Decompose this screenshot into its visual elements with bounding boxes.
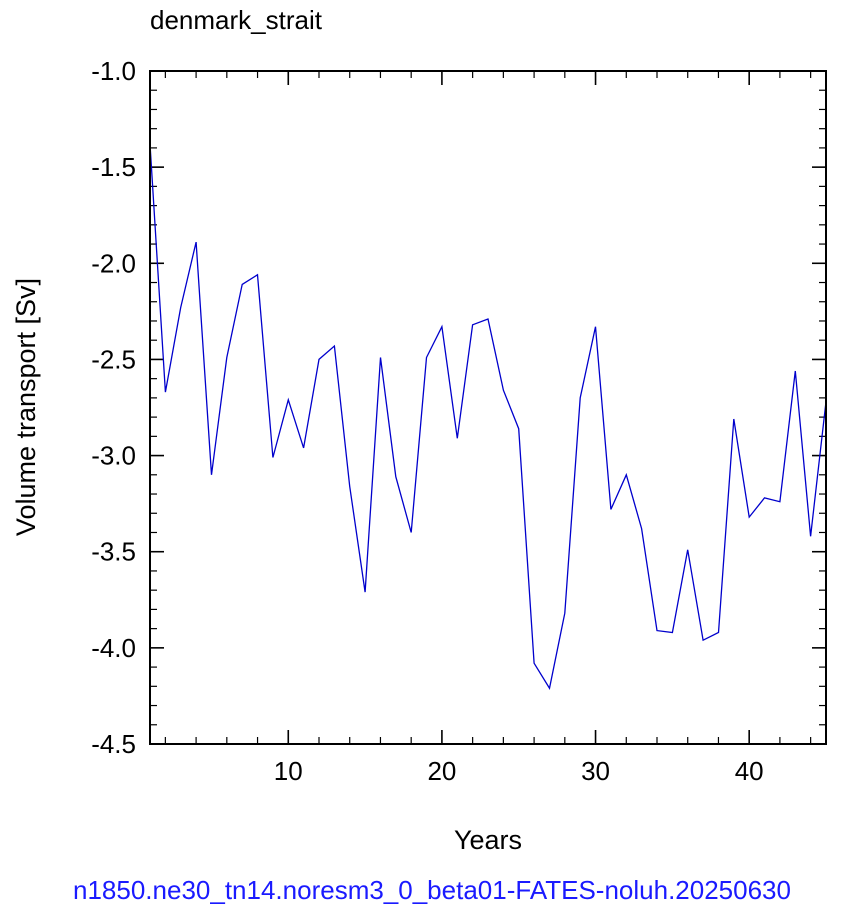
minor-ticks — [150, 71, 826, 744]
chart-title: denmark_strait — [150, 5, 323, 35]
y-tick-label: -2.0 — [91, 248, 136, 278]
footer-case-name: n1850.ne30_tn14.noresm3_0_beta01-FATES-n… — [73, 875, 791, 905]
x-axis-label: Years — [454, 825, 522, 855]
y-axis-label: Volume transport [Sv] — [11, 278, 41, 536]
y-tick-label: -4.5 — [91, 729, 136, 759]
x-tick-labels: 10 20 30 40 — [274, 756, 764, 786]
y-tick-label: -3.5 — [91, 537, 136, 567]
y-tick-label: -1.5 — [91, 152, 136, 182]
x-tick-label: 40 — [735, 756, 764, 786]
y-tick-label: -2.5 — [91, 344, 136, 374]
x-tick-label: 30 — [581, 756, 610, 786]
x-tick-label: 10 — [274, 756, 303, 786]
x-tick-label: 20 — [427, 756, 456, 786]
y-tick-label: -4.0 — [91, 633, 136, 663]
plot-frame — [149, 70, 827, 745]
major-ticks — [150, 70, 826, 745]
y-tick-labels: -1.0 -1.5 -2.0 -2.5 -3.0 -3.5 -4.0 -4.5 — [91, 56, 136, 759]
y-tick-label: -1.0 — [91, 56, 136, 86]
y-tick-label: -3.0 — [91, 441, 136, 471]
series-line — [149, 144, 827, 690]
